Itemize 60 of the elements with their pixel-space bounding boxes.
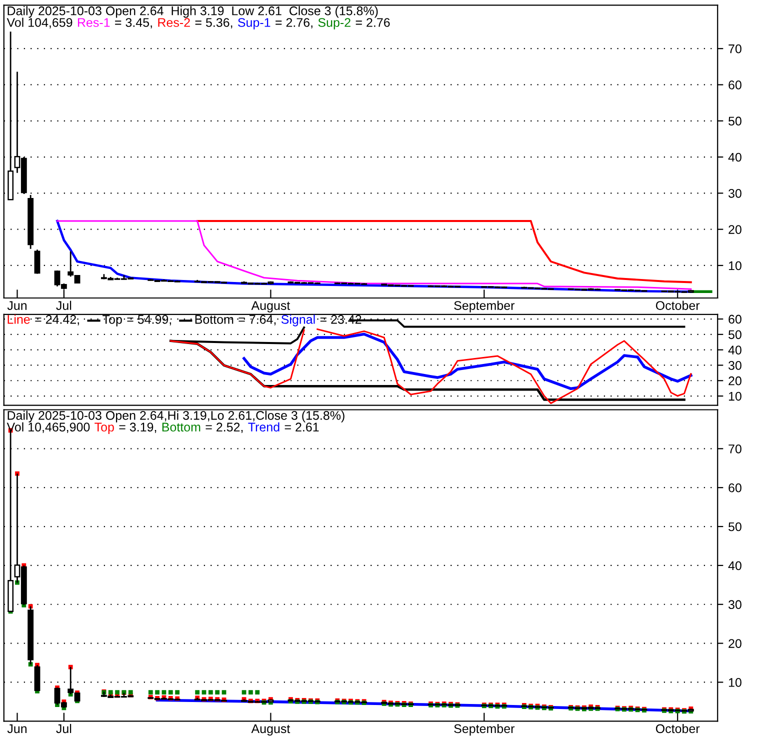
line-series [242, 332, 692, 390]
y-tick-label: 30 [728, 600, 742, 610]
text: Vol 104,659 [6, 18, 72, 28]
annotation: = 5.36, [195, 18, 232, 28]
text: Trend [248, 422, 280, 432]
x-tick-label: September [454, 300, 515, 312]
y-tick-label: 20 [728, 225, 742, 234]
y-tick-label: 50 [728, 330, 742, 340]
y-tick-label: 50 [728, 522, 742, 532]
text: Line [8, 314, 30, 324]
annotation: = 3.45, [115, 18, 152, 28]
text: Sup-1 [238, 18, 270, 30]
y-tick-label: 30 [728, 361, 742, 370]
y-tick-label: 20 [728, 639, 742, 648]
y-tick-label: 70 [728, 44, 742, 54]
x-tick-label: Jul [56, 300, 72, 310]
x-tick-label: Jun [7, 724, 27, 734]
line-series [196, 220, 692, 284]
text: Vol 10,465,900 [6, 422, 90, 433]
text: Res-2 [158, 18, 190, 27]
y-tick-label: 60 [728, 483, 742, 492]
x-tick-label: August [251, 724, 290, 736]
annotation: = 2.76, [276, 18, 312, 28]
y-tick-label: 10 [728, 261, 742, 270]
x-tick-label: August [251, 301, 290, 312]
series-label: Signal [281, 314, 315, 326]
annotation: = 23.42 [320, 314, 362, 324]
x-tick-label: Jul [56, 724, 72, 734]
x-tick-label: October [656, 300, 700, 310]
y-tick-label: 40 [728, 152, 742, 162]
text: Res-1 [78, 18, 110, 27]
candlestick [34, 664, 40, 692]
y-tick-label: 30 [728, 188, 742, 198]
y-tick-label: 40 [728, 346, 742, 354]
y-tick-label: 70 [728, 444, 742, 454]
legend-label: Top [102, 315, 122, 326]
annotation: = 7.64, [238, 314, 276, 326]
y-tick-label: 10 [728, 392, 742, 401]
annotation: = 2.52, [206, 422, 243, 433]
y-tick-label: 50 [728, 116, 742, 126]
y-tick-label: 20 [728, 376, 742, 386]
chart-title: Daily 2025-10-03 Open 2.64 High 3.19 Low 2.61 Close 3 (15.8%) [8, 6, 378, 18]
annotation: = 3.19, [119, 422, 156, 433]
text: Top [94, 422, 114, 434]
y-tick-label: 40 [728, 561, 742, 570]
x-tick-label: September [454, 724, 515, 736]
x-tick-label: October [656, 724, 700, 734]
legend-label: Bottom [195, 315, 234, 324]
text: Sup-2 [318, 18, 350, 30]
text: Bottom [162, 422, 200, 432]
annotation: = 54.99, [127, 314, 172, 326]
y-tick-label: 10 [728, 678, 742, 687]
y-tick-label: 60 [728, 80, 742, 90]
chart-title: Daily 2025-10-03 Open 2.64,Hi 3.19,Lo 2.61,Close 3 (15.8%) [8, 410, 344, 422]
annotation: = 2.76 [356, 18, 390, 27]
annotation: = 2.61 [284, 422, 319, 432]
y-tick-label: 60 [728, 314, 742, 324]
x-tick-label: Jun [7, 301, 27, 310]
annotation: = 24.42, [35, 314, 79, 326]
candlestick [34, 248, 40, 274]
